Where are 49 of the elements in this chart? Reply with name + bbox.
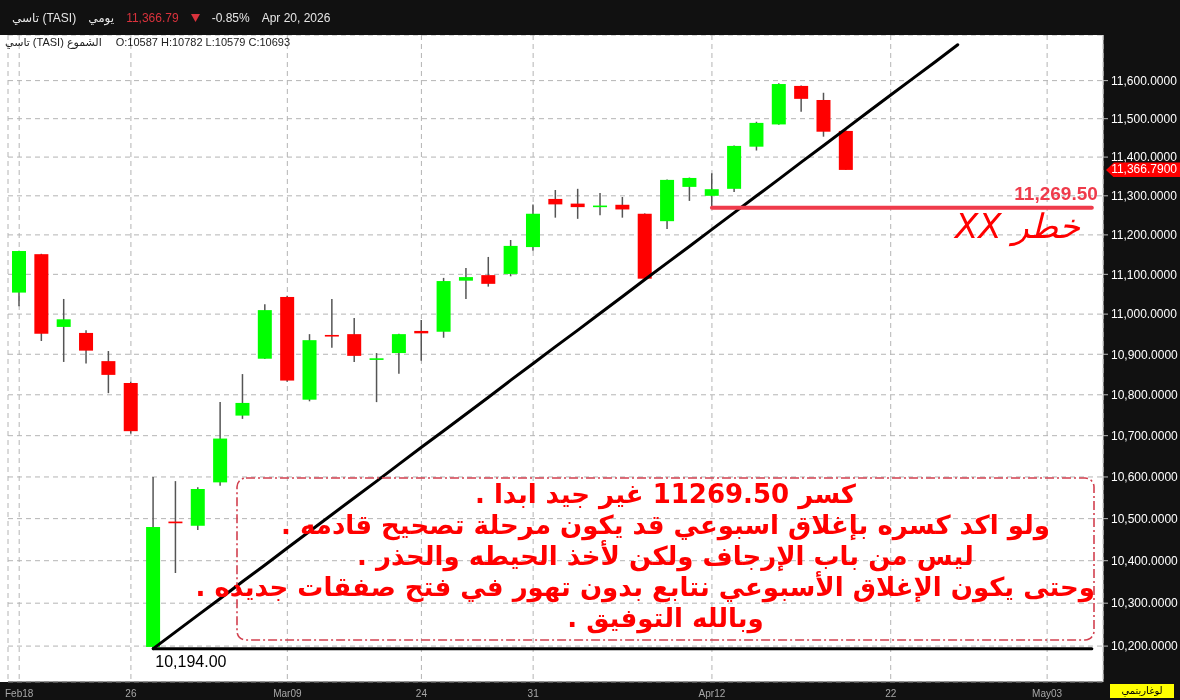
y-tick-label: 11,100.0000 (1111, 267, 1178, 282)
chart-subtitle: يومي (88, 10, 115, 25)
candlestick (794, 84, 809, 113)
annotation: تاسي (TASI) الشموع (5, 36, 102, 49)
candlestick (481, 256, 496, 288)
x-tick-label: Apr12 (698, 688, 726, 700)
y-tick-label: 10,200.0000 (1111, 639, 1179, 654)
x-tick-label: 22 (885, 688, 897, 700)
y-tick-label: 10,300.0000 (1111, 596, 1179, 611)
y-tick-label: 10,600.0000 (1111, 470, 1179, 485)
y-tick-label: 10,700.0000 (1111, 428, 1179, 443)
candlestick (458, 267, 473, 300)
candlestick (101, 350, 116, 394)
y-tick-label: 11,300.0000 (1111, 189, 1178, 204)
candlestick (56, 298, 71, 363)
candlestick (324, 298, 339, 349)
y-tick-label: 10,800.0000 (1111, 388, 1179, 403)
candlestick (235, 373, 250, 420)
x-tick-label: 26 (125, 688, 137, 700)
data-label: 11,269.50 (1014, 182, 1098, 204)
candlestick (79, 329, 94, 365)
annotation: O:10587 H:10782 L:10579 C:10693 (115, 36, 291, 49)
text: 11,366.7900 (1106, 162, 1180, 178)
candlestick (548, 189, 563, 219)
x-tick-label: 24 (415, 688, 428, 700)
y-tick-label: 11,000.0000 (1111, 307, 1178, 322)
y-tick-label: 11,500.0000 (1111, 111, 1178, 126)
text: لوغاريتمي (1110, 684, 1174, 698)
y-tick-label: 10,400.0000 (1111, 553, 1179, 568)
text: Apr 20, 2026 (261, 10, 331, 25)
y-tick-label: 11,600.0000 (1111, 73, 1178, 88)
candlestick (347, 317, 362, 363)
candlestick (749, 121, 764, 152)
x-tick-label: May03 (1032, 688, 1063, 700)
candlestick (369, 352, 384, 403)
candlestick (704, 172, 719, 209)
y-tick-label: 10,500.0000 (1111, 511, 1179, 526)
y-tick-label: 10,900.0000 (1111, 347, 1179, 362)
text: 11,366.79 (126, 10, 179, 25)
text: -0.85% (211, 10, 250, 25)
chart-title: تاسي (TASI) (12, 10, 77, 25)
annotation: خطر XX (954, 206, 1080, 246)
x-tick-label: 31 (527, 688, 540, 700)
x-tick-label: Feb18 (4, 688, 34, 700)
y-tick-label: 11,400.0000 (1111, 150, 1178, 165)
x-tick-label: Mar09 (273, 688, 302, 700)
data-label: 10,194.00 (155, 652, 227, 670)
y-tick-label: 11,200.0000 (1111, 228, 1178, 243)
candlestick (391, 332, 406, 375)
